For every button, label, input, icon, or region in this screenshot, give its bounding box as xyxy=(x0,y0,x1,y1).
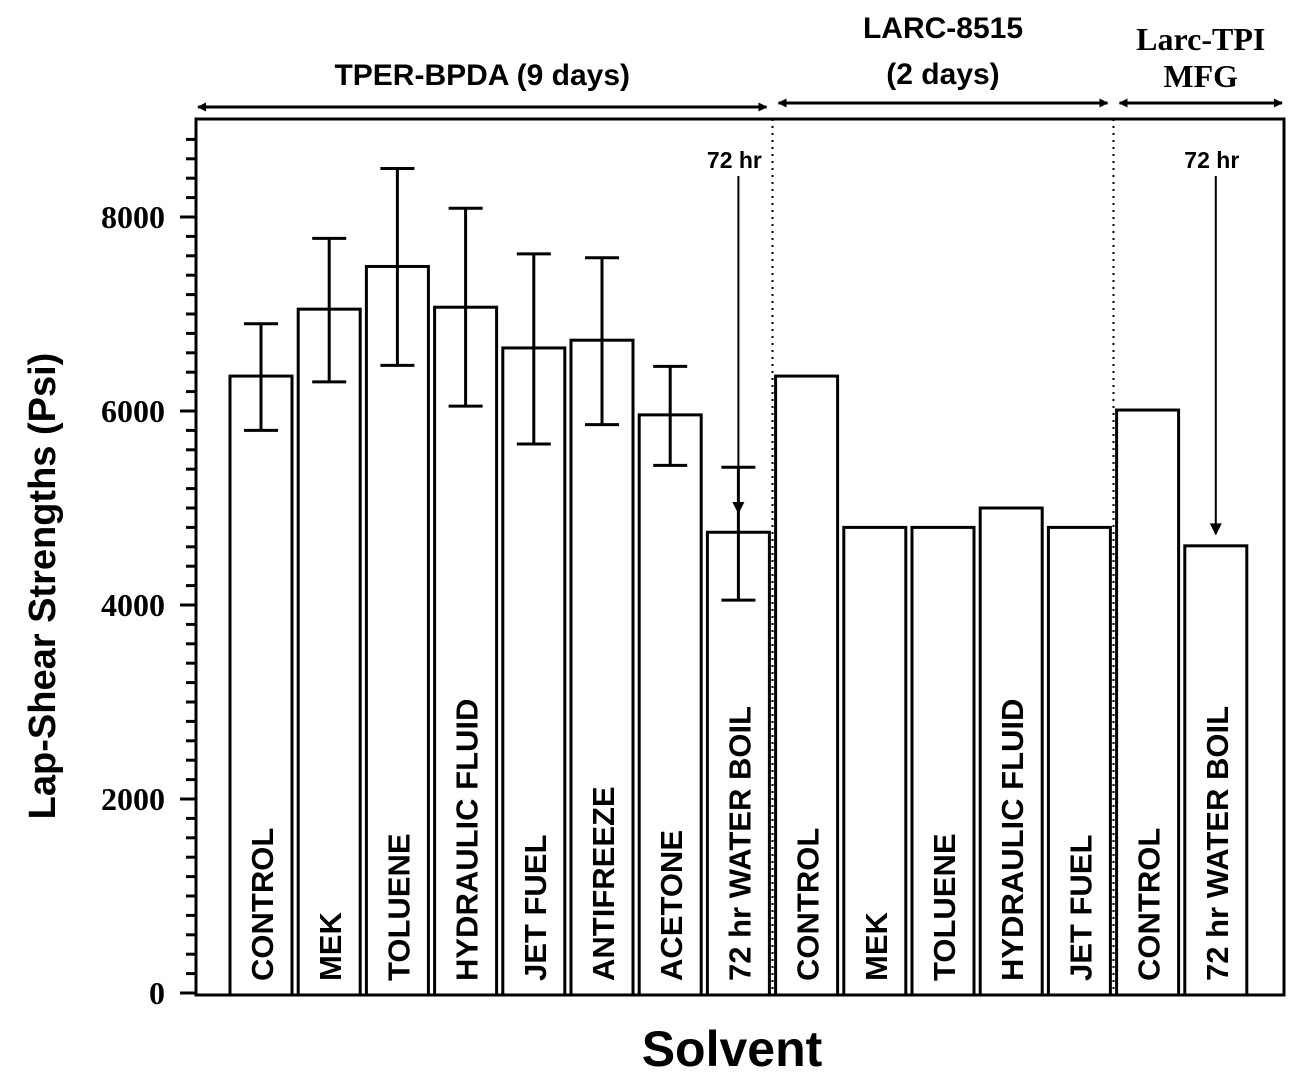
group-label-line: Larc-TPI xyxy=(1136,21,1265,57)
bar-category-label: HYDRAULIC FLUID xyxy=(995,699,1030,981)
bar-category-label: TOLUENE xyxy=(381,833,416,981)
group-label-line: LARC-8515 xyxy=(863,12,1023,45)
bar xyxy=(1046,525,1112,997)
bar xyxy=(228,374,294,997)
y-tick-label: 8000 xyxy=(101,199,165,235)
bar-category-label: 72 hr WATER BOIL xyxy=(1200,706,1235,981)
annotation-label: 72 hr xyxy=(1184,147,1239,173)
bar xyxy=(978,506,1044,997)
y-tick-label: 2000 xyxy=(101,781,165,817)
bar xyxy=(637,413,703,997)
bar xyxy=(705,530,771,997)
bar-category-label: HYDRAULIC FLUID xyxy=(450,699,485,981)
bar-labels: CONTROL MEK TOLUENE HYDRAULIC FLUID JET FUEL… xyxy=(245,699,1235,981)
bar xyxy=(569,338,635,997)
bar-category-label: CONTROL xyxy=(1132,828,1167,981)
y-axis-label: Lap-Shear Strengths (Psi) xyxy=(22,353,64,820)
y-tick-label: 0 xyxy=(149,975,165,1011)
bars xyxy=(228,264,1249,997)
y-tick-label: 6000 xyxy=(101,393,165,429)
bar-category-label: TOLUENE xyxy=(927,833,962,981)
bar xyxy=(774,374,840,997)
bar xyxy=(501,346,567,997)
x-axis-label: Solvent xyxy=(642,1021,823,1074)
bar-category-label: ACETONE xyxy=(654,830,689,981)
group-label: TPER-BPDA (9 days) xyxy=(334,59,630,92)
bar-category-label: 72 hr WATER BOIL xyxy=(722,706,757,981)
annotation-label: 72 hr xyxy=(707,147,762,173)
group-label-line: (2 days) xyxy=(886,58,999,91)
bar-category-label: JET FUEL xyxy=(1063,835,1098,981)
group-label-line: MFG xyxy=(1163,58,1238,94)
bar-category-label: ANTIFREEZE xyxy=(586,786,621,981)
bar xyxy=(364,264,430,997)
bar-category-label: CONTROL xyxy=(791,828,826,981)
bar xyxy=(296,307,362,997)
bar-category-label: MEK xyxy=(859,912,894,982)
group-labels: TPER-BPDA (9 days) LARC-8515 (2 days) Larc-… xyxy=(197,12,1283,112)
bar xyxy=(910,525,976,997)
y-axis: 0 2000 4000 6000 8000 xyxy=(101,137,196,1011)
bar-category-label: CONTROL xyxy=(245,828,280,981)
bar-category-label: JET FUEL xyxy=(518,835,553,981)
bar xyxy=(1183,544,1249,997)
bar-category-label: MEK xyxy=(313,912,348,982)
annotations: 72 hr 72 hr xyxy=(707,147,1239,536)
y-tick-label: 4000 xyxy=(101,587,165,623)
bar xyxy=(842,525,908,997)
bar xyxy=(1115,408,1181,997)
